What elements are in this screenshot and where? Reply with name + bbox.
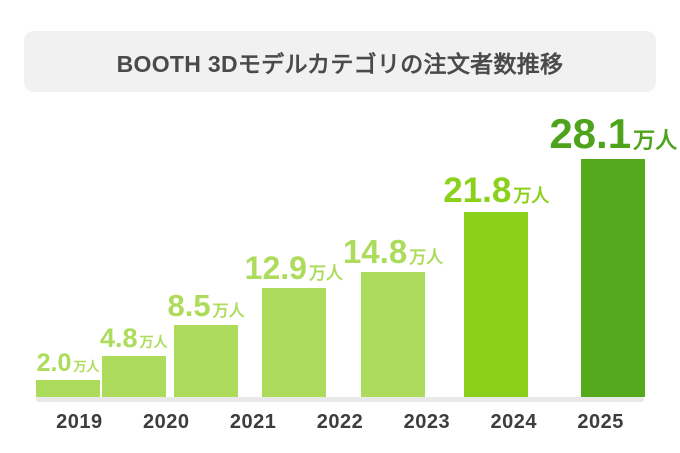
bar-value-number: 4.8 xyxy=(100,323,138,353)
bar-value-unit: 万人 xyxy=(308,264,343,283)
x-axis-label: 2020 xyxy=(143,411,190,433)
bar-value-unit: 万人 xyxy=(139,334,168,350)
bar-column: 28.1万人 xyxy=(549,113,677,397)
bar-value-unit: 万人 xyxy=(212,303,245,320)
bar-column: 21.8 万人 xyxy=(443,173,549,397)
bar-column: 2.0 万人 xyxy=(36,351,100,397)
bar-value-unit: 万人 xyxy=(633,128,678,153)
x-axis-label: 2019 xyxy=(56,411,103,433)
bar-value-number: 28.1 xyxy=(549,110,632,157)
bar xyxy=(174,325,239,397)
x-axis-label: 2025 xyxy=(577,411,624,433)
bar-column: 4.8 万人 xyxy=(100,325,168,397)
bars-row: 2.0 万人 4.8 万人 8.5 万人 12.9 万人 14.8 万人 21.8 万人 28.1万人 xyxy=(36,113,677,397)
bar xyxy=(36,380,100,397)
bar-value-unit: 万人 xyxy=(73,359,100,374)
bar xyxy=(101,356,166,397)
title-banner: BOOTH 3Dモデルカテゴリの注文者数推移 xyxy=(24,31,656,92)
x-axis-line xyxy=(36,397,644,402)
bar-value-number: 12.9 xyxy=(244,250,307,286)
bar-column: 8.5 万人 xyxy=(168,290,245,397)
bar xyxy=(261,288,326,397)
bar-value-label: 28.1万人 xyxy=(549,113,677,155)
bar xyxy=(581,159,646,397)
bar-value-label: 4.8 万人 xyxy=(100,325,168,352)
x-axis-label: 2022 xyxy=(316,411,364,433)
bar-value-label: 21.8 万人 xyxy=(443,173,549,208)
bar-value-number: 14.8 xyxy=(342,233,408,270)
bar-value-number: 8.5 xyxy=(167,288,211,323)
bar-value-number: 2.0 xyxy=(36,349,72,377)
years-row: 2019 2020 2021 2022 2023 2024 2025 xyxy=(36,411,644,434)
bar-value-unit: 万人 xyxy=(409,248,444,267)
bar-column: 14.8 万人 xyxy=(343,235,443,397)
bar-value-label: 14.8 万人 xyxy=(343,235,443,268)
x-axis-label: 2023 xyxy=(403,411,451,433)
x-axis-label: 2024 xyxy=(490,411,537,433)
x-axis-label: 2021 xyxy=(229,411,277,433)
bar-value-label: 12.9 万人 xyxy=(245,252,343,284)
bar-value-label: 2.0 万人 xyxy=(37,351,100,376)
bar-value-unit: 万人 xyxy=(513,186,550,206)
bar xyxy=(464,212,529,397)
bar-value-label: 8.5 万人 xyxy=(168,290,245,321)
bar-column: 12.9 万人 xyxy=(245,252,343,397)
bar-value-number: 21.8 xyxy=(443,171,512,210)
chart-title: BOOTH 3Dモデルカテゴリの注文者数推移 xyxy=(116,50,564,77)
bar xyxy=(361,272,426,397)
